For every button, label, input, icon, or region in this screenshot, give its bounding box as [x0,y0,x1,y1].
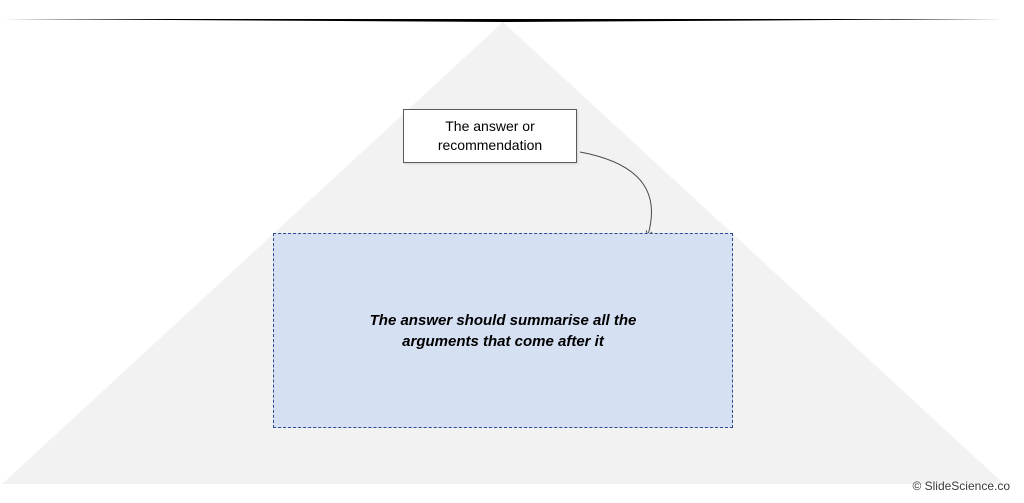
answer-text-line2: arguments that come after it [402,333,604,350]
answer-box: The answer should summarise all the argu… [273,233,733,428]
footer-credit: © SlideScience.co [912,479,1010,493]
answer-box-text: The answer should summarise all the argu… [370,310,637,352]
answer-text-line1: The answer should summarise all the [370,312,637,329]
